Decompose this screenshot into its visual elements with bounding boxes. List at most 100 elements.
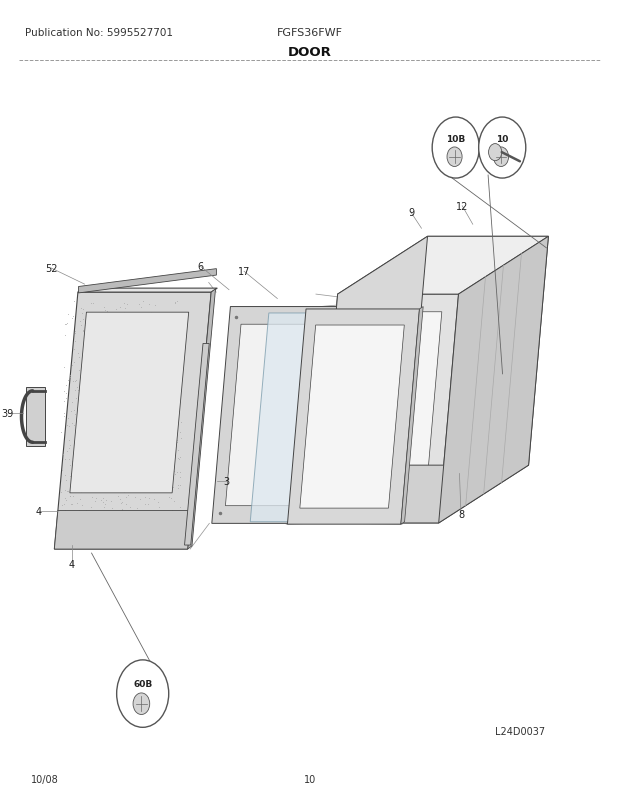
Point bbox=[98, 496, 108, 509]
Point bbox=[123, 476, 133, 489]
Point bbox=[158, 330, 168, 343]
Point bbox=[69, 408, 79, 421]
Point bbox=[135, 342, 145, 354]
Point bbox=[151, 367, 161, 380]
Point bbox=[165, 475, 175, 488]
Point bbox=[160, 338, 170, 351]
Point bbox=[145, 529, 155, 542]
Point bbox=[86, 415, 95, 428]
Point bbox=[76, 379, 86, 391]
Point bbox=[86, 501, 95, 514]
Point bbox=[120, 529, 130, 541]
Point bbox=[111, 387, 121, 399]
Point bbox=[174, 347, 184, 360]
Point bbox=[111, 308, 121, 321]
Point bbox=[73, 484, 82, 497]
Polygon shape bbox=[318, 294, 459, 523]
Point bbox=[65, 371, 75, 384]
Point bbox=[101, 358, 111, 371]
Point bbox=[166, 520, 175, 533]
Point bbox=[154, 409, 164, 422]
Point bbox=[164, 413, 174, 426]
Point bbox=[154, 312, 164, 325]
Point bbox=[93, 322, 103, 335]
Point bbox=[135, 505, 144, 518]
Point bbox=[66, 313, 76, 326]
Point bbox=[134, 298, 144, 311]
Point bbox=[87, 492, 97, 504]
Point bbox=[95, 452, 105, 465]
Point bbox=[63, 419, 73, 432]
Point bbox=[112, 438, 122, 451]
Point bbox=[159, 343, 169, 356]
Point bbox=[164, 399, 174, 411]
Point bbox=[86, 473, 95, 486]
Point bbox=[95, 401, 105, 414]
Point bbox=[140, 521, 150, 534]
Point bbox=[92, 407, 102, 419]
Point bbox=[141, 315, 151, 328]
Point bbox=[103, 452, 113, 464]
Point bbox=[154, 324, 164, 337]
Point bbox=[143, 434, 153, 447]
Point bbox=[59, 498, 69, 511]
Point bbox=[68, 396, 78, 409]
Point bbox=[117, 391, 126, 403]
Point bbox=[102, 449, 112, 462]
Point bbox=[82, 450, 92, 463]
Point bbox=[142, 432, 152, 445]
Point bbox=[99, 302, 109, 314]
Point bbox=[157, 377, 167, 390]
Point bbox=[61, 504, 71, 516]
Point bbox=[104, 383, 113, 395]
Point bbox=[159, 314, 169, 327]
Point bbox=[136, 301, 146, 314]
Circle shape bbox=[133, 693, 149, 715]
Point bbox=[122, 326, 132, 338]
Point bbox=[89, 342, 99, 355]
Point bbox=[131, 379, 141, 391]
Point bbox=[103, 368, 113, 381]
Point bbox=[107, 395, 117, 408]
Point bbox=[155, 361, 165, 374]
Text: 3: 3 bbox=[224, 476, 230, 486]
Polygon shape bbox=[188, 290, 216, 549]
Point bbox=[132, 451, 142, 464]
Point bbox=[119, 468, 129, 481]
Polygon shape bbox=[55, 511, 191, 549]
Point bbox=[159, 375, 169, 387]
Point bbox=[70, 375, 80, 387]
Point bbox=[124, 534, 134, 547]
Point bbox=[146, 350, 156, 363]
Point bbox=[74, 506, 84, 519]
Point bbox=[118, 330, 128, 343]
Point bbox=[173, 327, 183, 340]
Point bbox=[70, 325, 80, 338]
Point bbox=[164, 505, 174, 518]
Point bbox=[101, 494, 111, 507]
Point bbox=[164, 355, 174, 368]
Point bbox=[156, 384, 166, 397]
Point bbox=[115, 352, 125, 365]
Point bbox=[153, 445, 163, 458]
Point bbox=[63, 485, 73, 498]
Point bbox=[132, 365, 142, 378]
Point bbox=[169, 532, 179, 545]
Point bbox=[78, 302, 88, 315]
Point bbox=[125, 525, 135, 538]
Point bbox=[141, 336, 151, 349]
Point bbox=[141, 519, 151, 532]
Point bbox=[126, 308, 136, 321]
Point bbox=[76, 306, 86, 319]
Point bbox=[108, 335, 118, 348]
Point bbox=[60, 492, 70, 504]
Polygon shape bbox=[288, 310, 420, 525]
Point bbox=[123, 470, 133, 483]
Point bbox=[149, 464, 159, 477]
Point bbox=[108, 341, 118, 354]
Point bbox=[119, 465, 129, 478]
Point bbox=[143, 434, 153, 447]
Point bbox=[61, 474, 71, 487]
Point bbox=[112, 480, 122, 492]
Point bbox=[165, 464, 175, 476]
